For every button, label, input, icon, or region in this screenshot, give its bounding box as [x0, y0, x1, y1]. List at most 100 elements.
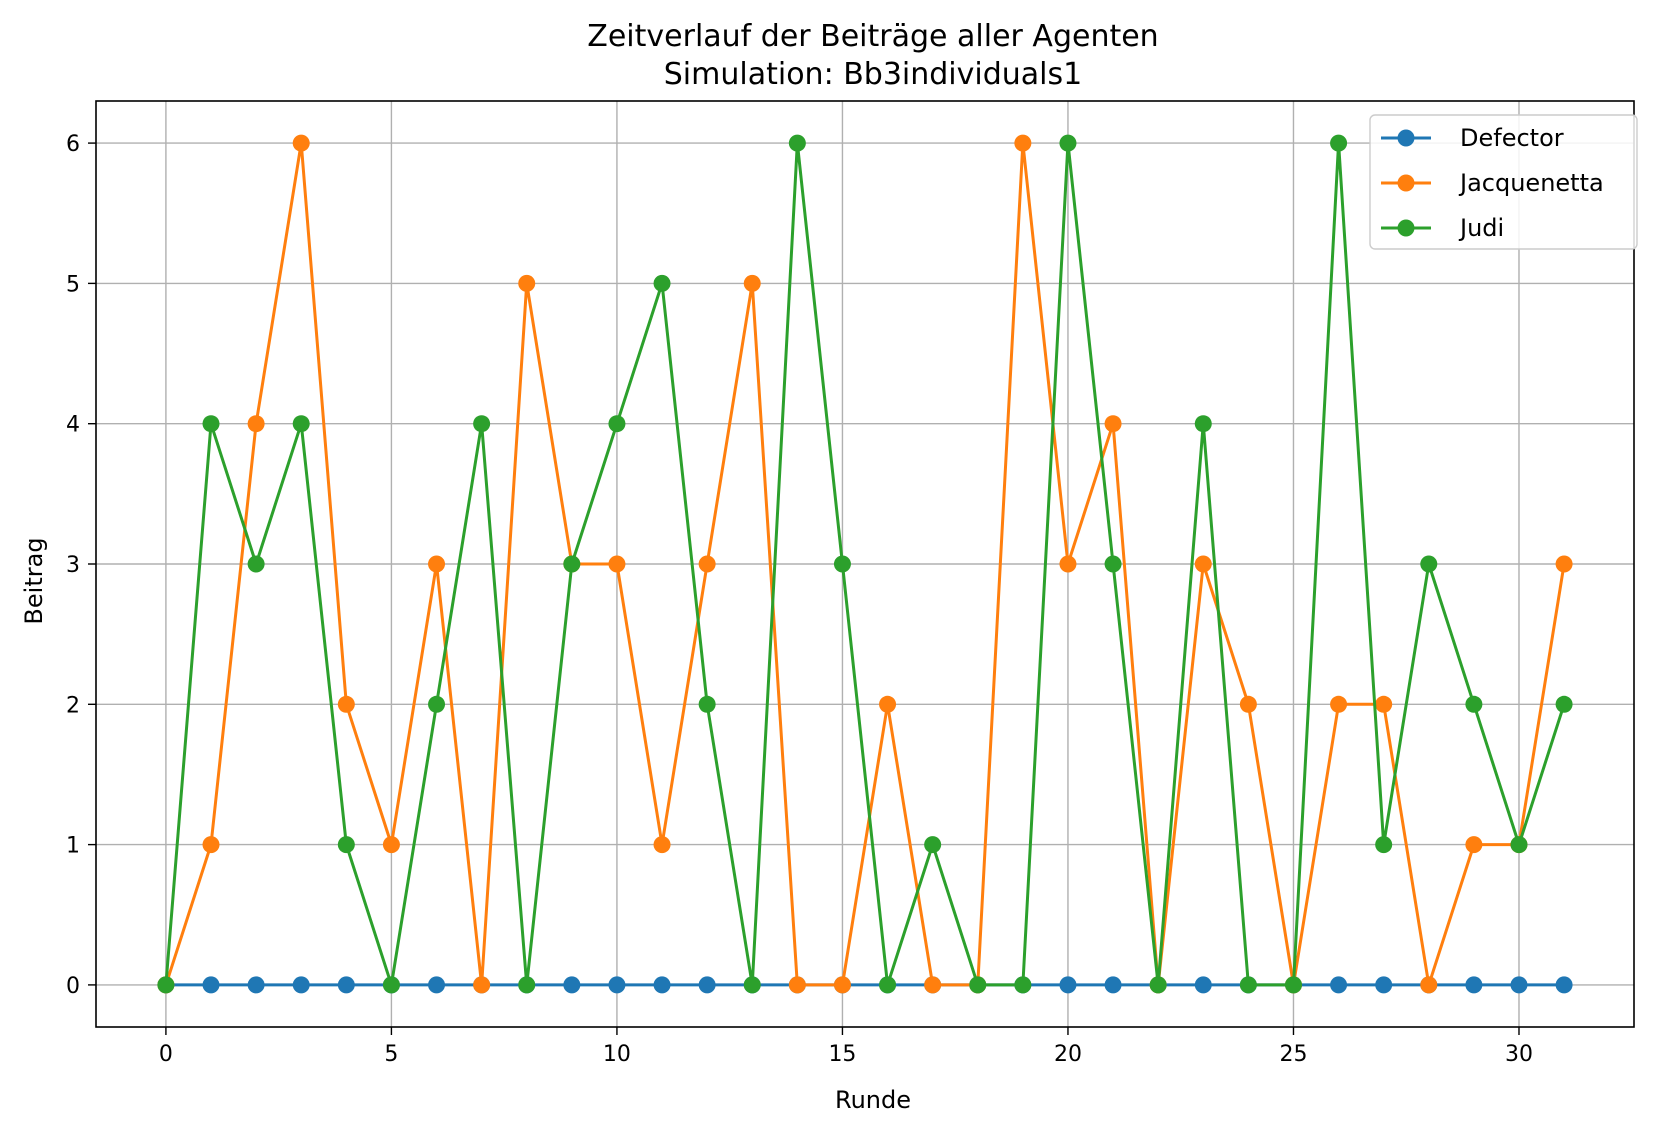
data-point-defector — [202, 976, 220, 994]
data-point-judi — [879, 976, 897, 994]
data-point-jacquenetta — [743, 274, 761, 292]
y-axis-label: Beitrag — [20, 537, 48, 624]
legend: Defector Jacquenetta Judi — [1369, 114, 1638, 250]
legend-label-defector: Defector — [1460, 124, 1564, 152]
data-point-jacquenetta — [1059, 555, 1077, 573]
legend-label-jacquenetta: Jacquenetta — [1458, 169, 1604, 197]
data-point-judi — [1014, 976, 1032, 994]
data-point-jacquenetta — [518, 274, 536, 292]
x-tick-label: 20 — [1054, 1042, 1082, 1067]
data-point-judi — [924, 836, 942, 854]
data-point-judi — [563, 555, 581, 573]
data-point-jacquenetta — [1420, 976, 1438, 994]
data-point-jacquenetta — [1194, 555, 1212, 573]
data-point-jacquenetta — [1014, 134, 1032, 152]
data-point-jacquenetta — [337, 695, 355, 713]
x-tick-label: 30 — [1505, 1042, 1533, 1067]
data-point-judi — [1420, 555, 1438, 573]
data-point-defector — [1194, 976, 1212, 994]
data-point-judi — [1555, 695, 1573, 713]
data-point-judi — [1059, 134, 1077, 152]
data-point-jacquenetta — [1555, 555, 1573, 573]
data-point-judi — [608, 415, 626, 433]
data-point-defector — [608, 976, 626, 994]
data-point-judi — [1194, 415, 1212, 433]
data-point-defector — [1465, 976, 1483, 994]
data-point-judi — [833, 555, 851, 573]
data-point-jacquenetta — [202, 836, 220, 854]
data-point-jacquenetta — [382, 836, 400, 854]
data-point-defector — [1059, 976, 1077, 994]
data-point-jacquenetta — [1104, 415, 1122, 433]
series-line-judi — [164, 141, 1566, 987]
data-point-judi — [1375, 836, 1393, 854]
data-point-judi — [1104, 555, 1122, 573]
y-tick-label: 4 — [66, 413, 80, 438]
data-point-jacquenetta — [879, 695, 897, 713]
data-point-defector — [1555, 976, 1573, 994]
data-point-judi — [698, 695, 716, 713]
data-point-jacquenetta — [833, 976, 851, 994]
x-axis-label: Runde — [835, 1086, 911, 1114]
chart-subtitle: Simulation: Bb3individuals1 — [664, 57, 1082, 92]
series-judi — [157, 134, 1573, 994]
x-tick-label: 10 — [603, 1042, 631, 1067]
data-point-judi — [292, 415, 310, 433]
y-tick-label: 6 — [66, 132, 80, 157]
data-point-judi — [1465, 695, 1483, 713]
data-point-jacquenetta — [1239, 695, 1257, 713]
series-defector — [157, 976, 1573, 994]
y-tick-label: 1 — [66, 834, 80, 859]
legend-marker-judi — [1397, 219, 1415, 237]
data-point-defector — [247, 976, 265, 994]
data-point-defector — [1375, 976, 1393, 994]
data-point-defector — [337, 976, 355, 994]
data-point-jacquenetta — [1375, 695, 1393, 713]
data-point-jacquenetta — [428, 555, 446, 573]
axis-ticks: 0 5 10 15 20 25 30 0 1 2 3 4 5 6 — [66, 132, 1533, 1067]
data-point-jacquenetta — [653, 836, 671, 854]
data-point-judi — [382, 976, 400, 994]
data-point-jacquenetta — [608, 555, 626, 573]
data-point-jacquenetta — [924, 976, 942, 994]
data-point-judi — [788, 134, 806, 152]
y-tick-label: 2 — [66, 693, 80, 718]
data-point-judi — [1239, 976, 1257, 994]
x-tick-label: 15 — [828, 1042, 856, 1067]
data-point-defector — [1510, 976, 1528, 994]
data-point-defector — [698, 976, 716, 994]
data-point-judi — [653, 274, 671, 292]
legend-label-judi: Judi — [1458, 214, 1504, 242]
legend-marker-defector — [1397, 129, 1415, 147]
data-point-jacquenetta — [292, 134, 310, 152]
data-point-judi — [428, 695, 446, 713]
series-layer — [157, 134, 1573, 994]
data-point-defector — [563, 976, 581, 994]
data-point-judi — [337, 836, 355, 854]
data-point-defector — [1330, 976, 1348, 994]
data-point-judi — [1330, 134, 1348, 152]
legend-item-jacquenetta: Jacquenetta — [1381, 169, 1604, 197]
x-tick-label: 5 — [384, 1042, 398, 1067]
data-point-defector — [428, 976, 446, 994]
data-point-jacquenetta — [788, 976, 806, 994]
data-point-defector — [653, 976, 671, 994]
data-point-judi — [202, 415, 220, 433]
legend-item-defector: Defector — [1381, 124, 1564, 152]
chart-title: Zeitverlauf der Beiträge aller Agenten — [587, 19, 1158, 54]
data-point-defector — [292, 976, 310, 994]
series-line-jacquenetta — [164, 141, 1566, 987]
legend-item-judi: Judi — [1381, 214, 1504, 242]
data-point-judi — [1510, 836, 1528, 854]
data-point-judi — [518, 976, 536, 994]
y-tick-label: 0 — [66, 974, 80, 999]
data-point-defector — [1104, 976, 1122, 994]
data-point-judi — [969, 976, 987, 994]
data-point-judi — [247, 555, 265, 573]
x-tick-label: 25 — [1279, 1042, 1307, 1067]
data-point-judi — [1149, 976, 1167, 994]
data-point-jacquenetta — [247, 415, 265, 433]
data-point-judi — [743, 976, 761, 994]
data-point-jacquenetta — [1330, 695, 1348, 713]
